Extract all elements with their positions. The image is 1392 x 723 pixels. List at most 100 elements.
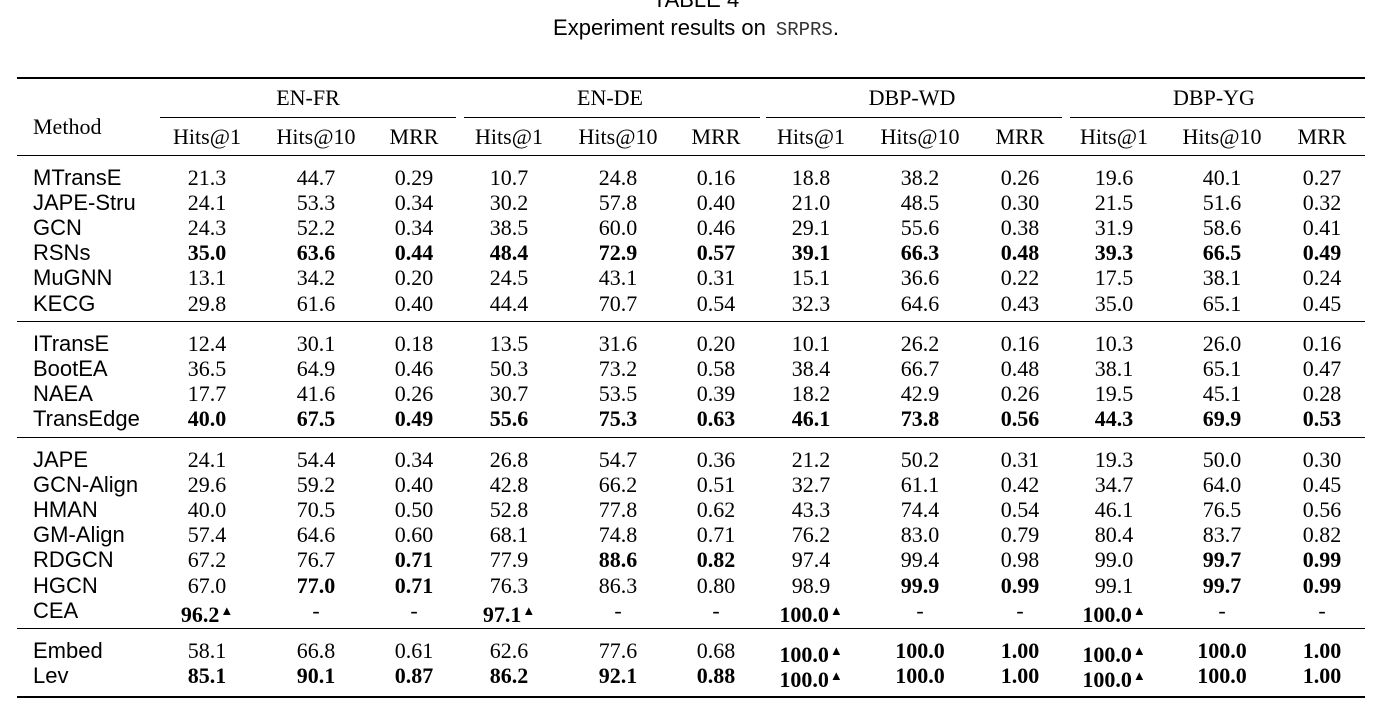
table-cell: - <box>872 598 968 624</box>
cell-value: 15.1 <box>791 265 831 291</box>
cell-value: 88.6 <box>598 547 638 573</box>
table-cell: 76.7 <box>268 547 364 573</box>
cell-value: 0.46 <box>394 356 434 382</box>
cell-value: 97.1 <box>482 601 522 627</box>
cell-value: 0.41 <box>1302 215 1342 241</box>
cell-value: 48.5 <box>900 190 940 216</box>
cell-value: 0.68 <box>696 638 736 663</box>
table-cell: 38.4 <box>763 356 859 382</box>
cell-value: 73.8 <box>900 406 940 432</box>
cell-value: 64.6 <box>900 290 940 316</box>
table-cell: 0.47 <box>1274 356 1370 382</box>
cell-value: 0.40 <box>696 190 736 216</box>
table-cell: 10.7 <box>461 165 557 191</box>
table-cell: 21.0 <box>763 190 859 216</box>
table-cell: 29.6 <box>159 472 255 498</box>
cell-value: 17.5 <box>1094 265 1134 291</box>
section-rule-1 <box>17 321 1365 322</box>
table-cell: 0.29 <box>366 165 462 191</box>
table-cell: 66.5 <box>1174 240 1270 266</box>
cell-value: 99.1 <box>1094 572 1134 598</box>
method-name: ITransE <box>33 331 110 356</box>
cell-value: 35.0 <box>1094 290 1134 316</box>
method-name: NAEA <box>33 381 93 407</box>
cell-value: 0.46 <box>696 215 736 241</box>
cell-value: 72.9 <box>598 240 638 266</box>
cell-value: 0.30 <box>1000 190 1040 216</box>
table-cell: 97.4 <box>763 547 859 573</box>
cell-value: 0.87 <box>394 663 434 689</box>
table-cell: 70.5 <box>268 497 364 523</box>
table-cell: 99.1 <box>1066 573 1162 599</box>
cell-value: 26.8 <box>489 447 529 472</box>
cell-value: 24.1 <box>187 190 227 216</box>
cell-value: 13.1 <box>187 265 227 291</box>
metric-header: Hits@1 <box>475 124 543 149</box>
table-cell: 0.42 <box>972 472 1068 498</box>
table-cell: - <box>1274 598 1370 624</box>
table-cell: 40.0 <box>159 497 255 523</box>
table-cell: 100.0▲ <box>1066 638 1162 668</box>
table-cell: 54.4 <box>268 447 364 473</box>
table-cell: 77.0 <box>268 573 364 599</box>
cell-value: 0.26 <box>1000 381 1040 407</box>
table-cell: 44.3 <box>1066 406 1162 432</box>
triangle-marker-icon: ▲ <box>829 602 843 618</box>
cell-value: 100.0 <box>1197 638 1247 663</box>
cell-value: 100.0 <box>895 663 945 689</box>
cell-value: 100.0 <box>1197 663 1247 689</box>
cell-value: 64.6 <box>296 522 336 548</box>
cell-value: 45.1 <box>1202 381 1242 407</box>
table-cell: 51.6 <box>1174 190 1270 216</box>
cell-value: 96.2 <box>180 601 220 627</box>
cell-value: 69.9 <box>1202 406 1242 432</box>
cell-value: 67.5 <box>296 406 336 432</box>
method-name: RDGCN <box>33 547 114 573</box>
table-cell: 0.34 <box>366 447 462 473</box>
table-cell: 0.40 <box>366 472 462 498</box>
triangle-marker-icon: ▲ <box>1132 643 1146 658</box>
table-cell: 36.5 <box>159 356 255 382</box>
cell-value: 100.0 <box>779 667 829 693</box>
table-cell: 99.0 <box>1066 547 1162 573</box>
cell-value: 54.4 <box>296 447 336 472</box>
cell-value: 0.47 <box>1302 356 1342 382</box>
table-cell: 1.00 <box>1274 638 1370 664</box>
triangle-marker-icon: ▲ <box>220 602 234 618</box>
cell-value: 0.54 <box>696 290 736 316</box>
cell-value: 67.0 <box>187 572 227 598</box>
metric-header: MRR <box>1297 124 1347 149</box>
cell-value: 19.6 <box>1094 165 1134 190</box>
metric-header: MRR <box>691 124 741 149</box>
group-header: DBP-YG <box>1173 85 1255 110</box>
table-cell: 0.80 <box>668 573 764 599</box>
cell-value: 100.0 <box>1082 601 1132 627</box>
table-cell: 24.8 <box>570 165 666 191</box>
cell-value: 24.5 <box>489 265 529 291</box>
cell-value: 0.36 <box>696 447 736 472</box>
table-cell: 15.1 <box>763 265 859 291</box>
table-cell: 67.2 <box>159 547 255 573</box>
table-cell: 0.31 <box>972 447 1068 473</box>
cell-value: 55.6 <box>900 215 940 241</box>
cell-value: 55.6 <box>489 406 529 432</box>
table-cell: 85.1 <box>159 663 255 689</box>
table-cell: 0.50 <box>366 497 462 523</box>
table-cell: 73.8 <box>872 406 968 432</box>
cell-value: 0.71 <box>394 572 434 598</box>
table-cell: 54.7 <box>570 447 666 473</box>
table-cell: 99.4 <box>872 547 968 573</box>
table-cell: 0.71 <box>668 522 764 548</box>
cell-value: 29.1 <box>791 215 831 241</box>
cell-value: 0.34 <box>394 215 434 241</box>
table-cell: 83.0 <box>872 522 968 548</box>
table-cell: 0.41 <box>1274 215 1370 241</box>
table-cell: 0.60 <box>366 522 462 548</box>
table-cell: 65.1 <box>1174 291 1270 317</box>
table-cell: 10.1 <box>763 331 859 357</box>
cell-value: 0.50 <box>394 497 434 523</box>
cell-value: 66.8 <box>296 638 336 663</box>
table-cell: 100.0 <box>872 663 968 689</box>
cell-value: 19.5 <box>1094 381 1134 407</box>
cell-value: 58.6 <box>1202 215 1242 241</box>
